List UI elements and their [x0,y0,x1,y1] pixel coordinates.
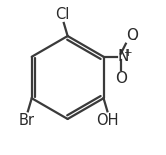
Text: +: + [124,48,133,58]
Text: O: O [115,71,127,86]
Text: OH: OH [96,113,119,128]
Text: O: O [127,28,139,43]
Text: -: - [132,33,136,46]
Text: Br: Br [19,113,35,128]
Text: Cl: Cl [55,7,69,22]
Text: N: N [117,49,129,64]
